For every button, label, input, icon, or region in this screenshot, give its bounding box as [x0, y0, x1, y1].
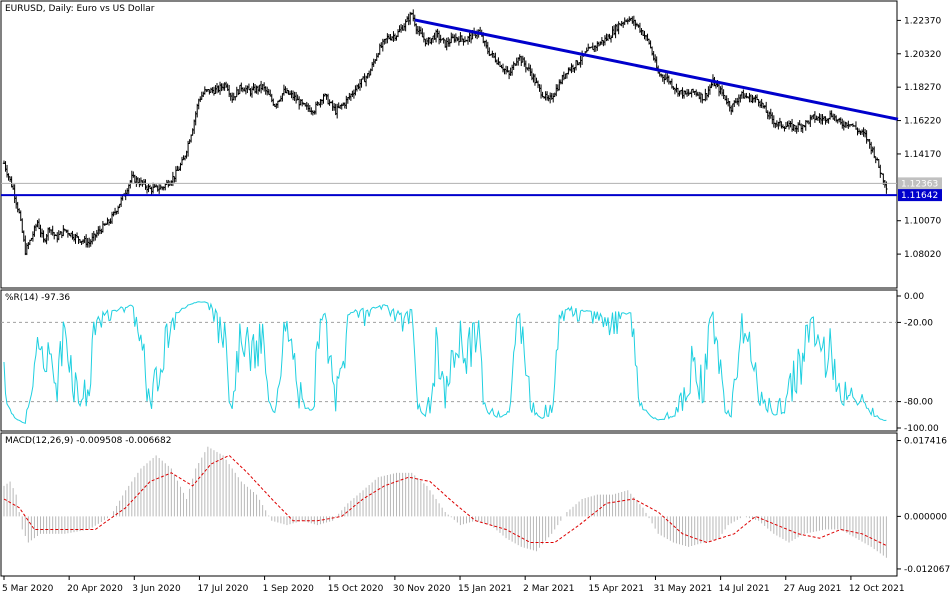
- price-tick-label: 1.11642: [901, 191, 938, 201]
- time-tick-label: 14 Jul 2021: [719, 584, 770, 594]
- time-tick-label: 31 May 2021: [653, 584, 712, 594]
- wpr-tick-label: 0.00: [904, 292, 924, 302]
- price-tick-label: 1.08020: [904, 250, 941, 260]
- macd-tick-label: 0.017416: [904, 437, 947, 447]
- time-tick-label: 20 Apr 2020: [67, 584, 123, 594]
- macd-signal-line: [3, 454, 887, 547]
- price-tick-label: 1.16220: [904, 117, 941, 127]
- price-tick-label: 1.12363: [901, 179, 938, 189]
- time-tick-label: 5 Mar 2020: [2, 584, 54, 594]
- macd-title: MACD(12,26,9) -0.009508 -0.006682: [5, 436, 171, 446]
- time-tick-label: 17 Jul 2020: [197, 584, 248, 594]
- time-tick-label: 3 Jun 2020: [132, 584, 181, 594]
- time-tick-label: 15 Oct 2020: [328, 584, 384, 594]
- price-tick-label: 1.10070: [904, 217, 941, 227]
- macd-tick-label: 0.000000: [904, 512, 947, 522]
- time-tick-label: 2 Mar 2021: [523, 584, 574, 594]
- wpr-title: %R(14) -97.36: [5, 293, 70, 303]
- wpr-tick-label: -100.00: [904, 424, 939, 434]
- price-tick-label: 1.20320: [904, 50, 941, 60]
- wpr-tick-label: -20.00: [904, 318, 933, 328]
- current-price-tag: [898, 177, 942, 190]
- time-tick-label: 30 Nov 2020: [393, 584, 451, 594]
- chart-title: EURUSD, Daily: Euro vs US Dollar: [5, 4, 155, 14]
- time-tick-label: 27 Aug 2021: [784, 584, 842, 594]
- price-tick-label: 1.18270: [904, 83, 941, 93]
- time-tick-label: 15 Apr 2021: [588, 584, 644, 594]
- time-tick-label: 12 Oct 2021: [849, 584, 905, 594]
- wpr-line: [3, 301, 887, 424]
- wpr-panel: [0, 289, 898, 432]
- time-tick-label: 15 Jan 2021: [458, 584, 512, 594]
- macd-panel: [0, 432, 898, 577]
- support-price-tag: [898, 189, 942, 202]
- wpr-tick-label: -80.00: [904, 398, 933, 408]
- time-tick-label: 1 Sep 2020: [263, 584, 315, 594]
- price-tick-label: 1.22370: [904, 16, 941, 26]
- resistance-trendline[interactable]: [414, 18, 899, 121]
- macd-tick-label: -0.012067: [904, 565, 950, 575]
- price-tick-label: 1.14170: [904, 150, 941, 160]
- price-panel: [0, 0, 898, 289]
